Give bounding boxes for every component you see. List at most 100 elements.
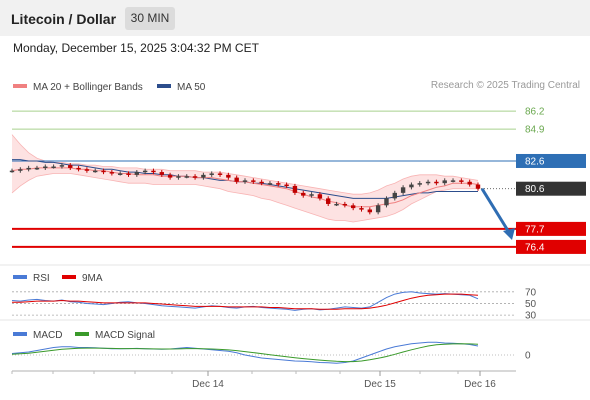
candle-body xyxy=(209,173,214,175)
candle-body xyxy=(442,180,447,184)
candle-body xyxy=(309,194,314,196)
candle-body xyxy=(201,174,206,178)
resistance-label: 84.9 xyxy=(525,125,545,136)
candle-body xyxy=(9,170,15,173)
support-badge xyxy=(516,239,586,254)
candle-body xyxy=(359,208,364,210)
support-label: 76.4 xyxy=(525,242,545,253)
candle-body xyxy=(284,184,289,187)
candle-body xyxy=(434,181,439,184)
rsi-level-label: 30 xyxy=(525,311,537,322)
candle-body xyxy=(475,184,481,189)
candle-body xyxy=(317,194,323,199)
current-price-label: 80.6 xyxy=(525,184,545,195)
legend-swatch xyxy=(157,84,171,88)
candle-body xyxy=(375,205,381,213)
macd-line xyxy=(11,341,479,364)
candle-body xyxy=(192,176,198,178)
legend-label: MA 50 xyxy=(177,82,206,93)
timeframe-badge[interactable]: 30 MIN xyxy=(125,7,175,30)
legend-swatch xyxy=(13,275,27,279)
x-tick-label: Dec 15 xyxy=(364,379,396,390)
legend-label: MACD xyxy=(33,330,62,341)
candle-body xyxy=(176,176,181,178)
candle-body xyxy=(301,192,306,196)
legend-label: MACD Signal xyxy=(95,330,155,341)
candle-body xyxy=(226,174,231,178)
candle-body xyxy=(93,170,98,173)
candle-body xyxy=(342,203,348,206)
resistance-label: 86.2 xyxy=(525,107,545,118)
legend-label: RSI xyxy=(33,273,50,284)
candle-body xyxy=(117,173,123,175)
forecast-arrow-head xyxy=(503,227,515,240)
candle-body xyxy=(467,181,472,185)
macd-signal-line xyxy=(11,343,479,363)
candle-body xyxy=(151,170,156,173)
candle-body xyxy=(43,166,48,169)
pivot-label: 82.6 xyxy=(525,156,545,167)
candle-body xyxy=(251,180,256,182)
candle-body xyxy=(26,167,31,170)
candle-body xyxy=(276,183,281,185)
legend-label: MA 20 + Bollinger Bands xyxy=(33,82,143,93)
candle-body xyxy=(234,177,239,182)
candle-body xyxy=(159,172,164,175)
candle-body xyxy=(242,180,248,182)
candle-body xyxy=(259,181,264,184)
candle-body xyxy=(292,185,298,193)
current-price-badge xyxy=(516,181,586,196)
candle-body xyxy=(367,209,373,213)
candle-body xyxy=(167,174,173,178)
copyright-label: Research © 2025 Trading Central xyxy=(430,80,580,91)
rsi-ma-line xyxy=(12,293,479,310)
candle-body xyxy=(184,176,189,178)
legend-label: 9MA xyxy=(82,273,103,284)
candle-body xyxy=(51,166,56,169)
candle-body xyxy=(326,198,331,204)
legend-swatch xyxy=(13,84,27,88)
candle-body xyxy=(142,170,148,173)
candle-body xyxy=(109,172,115,174)
pivot-badge xyxy=(516,153,586,168)
candle-body xyxy=(409,184,414,188)
candle-body xyxy=(18,169,23,171)
candle-body xyxy=(459,180,464,182)
x-tick-label: Dec 14 xyxy=(192,379,224,390)
candle-body xyxy=(384,198,389,206)
instrument-title: Litecoin / Dollar xyxy=(11,11,117,27)
macd-tick-label: 0 xyxy=(525,351,531,362)
x-tick-label: Dec 16 xyxy=(464,379,496,390)
candle-body xyxy=(84,169,90,171)
rsi-level-label: 50 xyxy=(525,299,537,310)
candle-body xyxy=(134,172,140,175)
header-bar: Litecoin / Dollar 30 MIN xyxy=(0,0,590,36)
bollinger-band-fill xyxy=(12,134,478,222)
candle-body xyxy=(417,183,422,185)
support-label: 77.7 xyxy=(525,224,545,235)
candle-body xyxy=(267,183,273,185)
datetime-label: Monday, December 15, 2025 3:04:32 PM CET xyxy=(13,41,259,55)
candle-body xyxy=(68,165,73,168)
legend-swatch xyxy=(13,332,27,336)
candle-body xyxy=(126,173,131,175)
legend-swatch xyxy=(62,275,76,279)
candle-body xyxy=(425,181,431,184)
rsi-level-label: 70 xyxy=(525,287,537,298)
candle-body xyxy=(392,192,397,199)
candle-body xyxy=(101,170,106,173)
support-badge xyxy=(516,221,586,236)
candle-body xyxy=(59,165,65,167)
legend-swatch xyxy=(75,332,89,336)
candle-body xyxy=(76,167,81,170)
forecast-arrow xyxy=(480,187,512,235)
bollinger-lower-line xyxy=(11,173,478,223)
bollinger-upper-line xyxy=(11,134,479,195)
candle-body xyxy=(400,187,406,193)
candle-body xyxy=(450,180,456,182)
candle-body xyxy=(350,205,356,209)
candle-body xyxy=(217,173,223,175)
candle-body xyxy=(334,203,339,206)
candle-body xyxy=(34,167,40,170)
